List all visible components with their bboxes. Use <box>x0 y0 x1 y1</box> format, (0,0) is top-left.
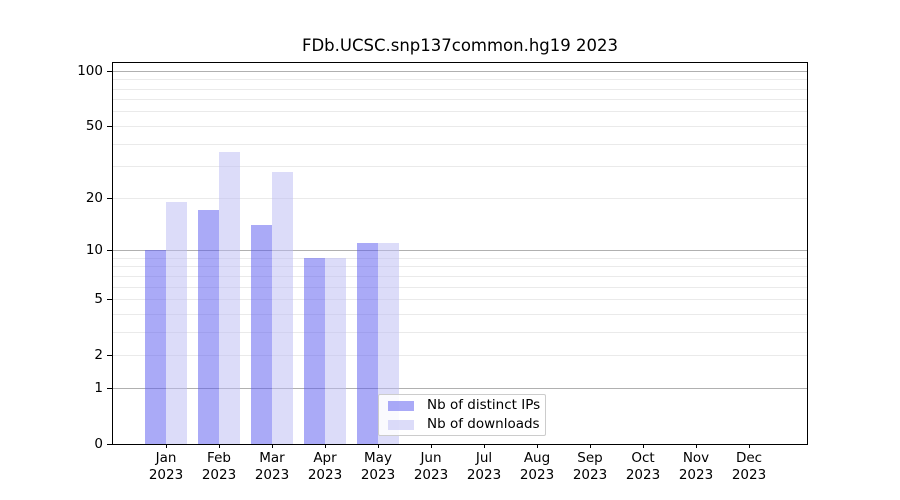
gridline-40 <box>113 143 807 145</box>
legend-swatch-distinct-ips-icon <box>388 400 414 411</box>
chart-title: FDb.UCSC.snp137common.hg19 2023 <box>301 36 619 55</box>
gridline-5 <box>113 299 807 300</box>
y-tick-label-1: 1 <box>94 379 103 396</box>
gridline-7 <box>113 275 807 277</box>
x-tick-label-apr: Apr 2023 <box>307 450 343 483</box>
bar-downloads-jan <box>166 201 188 444</box>
y-tick-50 <box>107 125 112 127</box>
x-tick-label-nov: Nov 2023 <box>678 450 714 483</box>
x-tick-feb <box>219 444 220 448</box>
gridline-90 <box>113 79 807 81</box>
x-tick-label-dec: Dec 2023 <box>731 450 767 483</box>
bar-ips-apr <box>303 257 325 444</box>
x-tick-label-aug: Aug 2023 <box>519 450 555 483</box>
bar-downloads-feb <box>219 151 241 444</box>
bar-downloads-mar <box>272 171 294 444</box>
gridline-6 <box>113 286 807 288</box>
gridline-50 <box>113 125 807 127</box>
legend-label-downloads: Nb of downloads <box>427 416 540 432</box>
gridline-9 <box>113 257 807 259</box>
x-tick-label-jul: Jul 2023 <box>466 450 502 483</box>
x-tick-label-jun: Jun 2023 <box>413 450 449 483</box>
x-tick-oct <box>643 444 644 448</box>
y-tick-label-100: 100 <box>77 62 103 79</box>
bar-ips-may <box>356 243 378 444</box>
gridline-60 <box>113 111 807 113</box>
y-tick-20 <box>107 197 112 199</box>
bar-ips-jan <box>144 250 166 444</box>
y-tick-100 <box>107 70 112 72</box>
gridline-70 <box>113 99 807 101</box>
y-tick-label-20: 20 <box>85 189 103 206</box>
y-tick-1 <box>107 387 112 389</box>
y-tick-label-50: 50 <box>85 117 103 134</box>
y-tick-label-10: 10 <box>85 242 103 258</box>
x-tick-sep <box>590 444 591 448</box>
x-tick-apr <box>325 444 326 448</box>
x-tick-label-jan: Jan 2023 <box>148 450 184 483</box>
gridline-10 <box>113 250 807 251</box>
legend: Nb of distinct IPs Nb of downloads <box>378 394 546 436</box>
legend-item-distinct-ips: Nb of distinct IPs <box>388 398 540 413</box>
bar-ips-mar <box>250 224 272 444</box>
gridline-30 <box>113 166 807 168</box>
x-tick-label-sep: Sep 2023 <box>572 450 608 483</box>
bar-downloads-apr <box>325 257 347 444</box>
y-tick-2 <box>107 355 112 357</box>
y-tick-label-2: 2 <box>94 347 103 364</box>
gridline-2 <box>113 355 807 357</box>
x-tick-label-oct: Oct 2023 <box>625 450 661 483</box>
gridline-100 <box>113 70 807 72</box>
y-tick-label-0: 0 <box>94 436 103 452</box>
gridline-1 <box>113 387 807 389</box>
gridline-20 <box>113 197 807 199</box>
x-tick-jun <box>431 444 432 448</box>
legend-swatch-downloads-icon <box>388 419 414 430</box>
y-tick-label-5: 5 <box>94 291 103 307</box>
y-tick-5 <box>107 299 112 300</box>
x-tick-jan <box>166 444 167 448</box>
x-tick-nov <box>696 444 697 448</box>
x-tick-label-may: May 2023 <box>360 450 396 483</box>
y-tick-10 <box>107 250 112 251</box>
bar-ips-feb <box>197 210 219 444</box>
x-tick-label-mar: Mar 2023 <box>254 450 290 483</box>
gridline-8 <box>113 266 807 268</box>
x-tick-label-feb: Feb 2023 <box>201 450 237 483</box>
x-tick-may <box>378 444 379 448</box>
y-tick-0 <box>107 444 112 445</box>
plot-area: Nb of distinct IPs Nb of downloads <box>112 62 808 445</box>
x-tick-aug <box>537 444 538 448</box>
x-tick-jul <box>484 444 485 448</box>
bar-downloads-may <box>378 243 400 444</box>
legend-item-downloads: Nb of downloads <box>388 417 540 432</box>
x-tick-dec <box>749 444 750 448</box>
gridline-80 <box>113 88 807 90</box>
gridline-3 <box>113 331 807 333</box>
legend-label-distinct-ips: Nb of distinct IPs <box>427 397 541 413</box>
x-tick-mar <box>272 444 273 448</box>
gridline-4 <box>113 313 807 315</box>
